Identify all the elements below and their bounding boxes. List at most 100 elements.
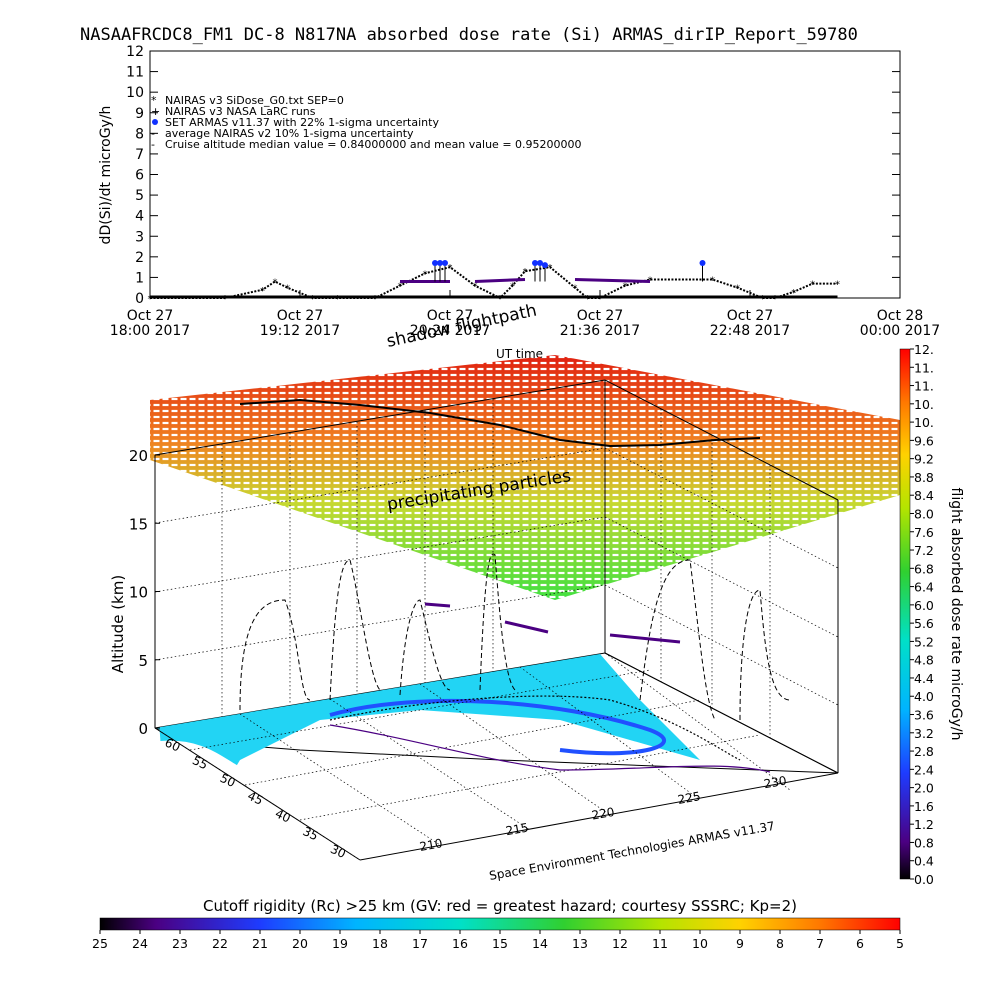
latitude-tick-label: 55: [190, 753, 210, 772]
dose-rate-colorbar-ticks: 0.0 0.4 0.8 1.2 1.6 2.0 2.4 2.8 3.2 3.6 4.0 4.4 4.8 5…: [910, 342, 934, 887]
cutoff-rigidity-tick-label: 23: [172, 936, 188, 951]
ts-point-nairas-v3: *: [791, 288, 796, 299]
altitude-axis-label: Altitude (km): [109, 575, 127, 673]
altitude-grid-lines: [154, 399, 839, 738]
dose-rate-colorbar-tick-label: 10.: [914, 415, 934, 430]
ts-y-tick-label: 7: [135, 147, 144, 163]
cutoff-rigidity-tick-label: 7: [816, 936, 824, 951]
latitude-tick-label: 50: [218, 771, 238, 790]
cutoff-rigidity-tick-label: 10: [692, 936, 708, 951]
dose-rate-colorbar-tick-label: 4.8: [914, 653, 934, 668]
dose-rate-colorbar-tick-label: 4.4: [914, 671, 934, 686]
ts-legend-entry: SET ARMAS v11.37 with 22% 1-sigma uncert…: [165, 116, 439, 129]
dose-rate-colorbar-tick-label: 3.2: [914, 726, 934, 741]
ts-point-armas: [442, 260, 448, 267]
ts-y-tick-label: 11: [126, 65, 144, 81]
ts-legend-symbol: -: [151, 127, 155, 140]
latitude-tick-label: 45: [245, 789, 265, 808]
ts-legend-entry: average NAIRAS v2 10% 1-sigma uncertaint…: [165, 127, 414, 140]
dose-rate-colorbar-tick-label: 12.: [914, 342, 934, 357]
cutoff-rigidity-tick-label: 20: [292, 936, 308, 951]
ts-y-tick-label: 5: [135, 188, 144, 204]
cutoff-rigidity-tick-label: 17: [412, 936, 428, 951]
dose-rate-colorbar-tick-label: 1.6: [914, 799, 934, 814]
latitude-tick-label: 35: [301, 824, 321, 843]
flight-altitude-traces: [239, 553, 791, 721]
ts-series-nairas-v2-avg: [574, 277, 651, 284]
dose-rate-colorbar-tick-label: 9.6: [914, 433, 934, 448]
altitude-tick-label: 0: [138, 720, 148, 738]
cutoff-rigidity-tick-label: 22: [212, 936, 228, 951]
ts-plot-frame: [149, 50, 901, 299]
dose-rate-colorbar-tick-label: 9.2: [914, 452, 934, 467]
longitude-tick-label: 225: [677, 789, 702, 807]
altitude-tick-label: 20: [129, 447, 148, 465]
ts-point-nairas-v3: *: [623, 282, 628, 293]
ts-point-armas: [532, 260, 538, 267]
dose-rate-colorbar-tick-label: 6.8: [914, 561, 934, 576]
latitude-tick-label: 30: [328, 842, 348, 861]
ts-point-nairas-v3: *: [548, 263, 553, 274]
dose-rate-colorbar-tick-label: 5.6: [914, 616, 934, 631]
longitude-tick-label: 215: [505, 820, 530, 838]
cutoff-rigidity-tick-label: 5: [896, 936, 904, 951]
ts-y-tick-label: 9: [135, 106, 144, 122]
cutoff-rigidity-ticks: 25 24 23 22 21 20 19 18 17 16 15 14 13 12 11 10 9 8 7 6 5: [92, 930, 904, 951]
ts-point-nairas-v3: *: [373, 294, 378, 305]
ts-point-nairas-v3: *: [510, 282, 515, 293]
ts-point-nairas-v3: *: [498, 294, 503, 305]
ts-point-armas: [542, 262, 548, 269]
ground-track: [329, 695, 771, 773]
ts-point-nairas-v3: *: [398, 282, 403, 293]
cutoff-rigidity-tick-label: 19: [332, 936, 348, 951]
dose-rate-colorbar: 0.0 0.4 0.8 1.2 1.6 2.0 2.4 2.8 3.2 3.6 4.0 4.4 4.8 5…: [899, 342, 964, 887]
cutoff-rigidity-tick-label: 24: [132, 936, 148, 951]
ts-point-nairas-v3: *: [448, 263, 453, 274]
ts-point-nairas-v3: *: [810, 280, 815, 291]
dose-rate-colorbar-tick-label: 4.0: [914, 689, 934, 704]
dose-rate-colorbar-tick-label: 11.: [914, 360, 934, 375]
ts-legend-entry: NAIRAS v3 NASA LaRC runs: [165, 105, 316, 118]
dose-rate-colorbar-label: flight absorbed dose rate microGy/h: [948, 488, 964, 741]
ts-point-armas: [432, 260, 438, 267]
ts-point-nairas-v3: *: [273, 278, 278, 289]
ts-point-nairas-v3: *: [423, 269, 428, 280]
base-map: [154, 652, 839, 774]
ts-y-axis-label: dD(Si)/dt microGy/h: [98, 106, 114, 245]
dose-rate-colorbar-tick-label: 0.0: [914, 872, 934, 887]
cutoff-rigidity-tick-label: 25: [92, 936, 108, 951]
dose-rate-colorbar-tick-label: 5.2: [914, 634, 934, 649]
ts-legend-entry: Cruise altitude median value = 0.8400000…: [165, 138, 582, 151]
flight-dose-segments: [424, 602, 681, 644]
ts-point-nairas-v3: *: [573, 284, 578, 295]
ts-y-tick-label: 8: [135, 126, 144, 142]
cutoff-rigidity-tick-label: 8: [776, 936, 784, 951]
longitude-tick-label: 220: [591, 805, 616, 823]
longitude-tick-label: 230: [763, 773, 788, 791]
ts-series-nairas-v2-avg: [474, 277, 526, 284]
dose-rate-colorbar-tick-label: 3.6: [914, 708, 934, 723]
latitude-axis: 60 55 50 45 40 35 30: [163, 735, 348, 861]
ts-y-tick-label: 4: [135, 209, 144, 225]
latitude-tick-label: 40: [273, 806, 293, 825]
latitude-tick-label: 60: [163, 735, 183, 754]
ts-y-tick-label: 10: [126, 85, 144, 101]
ts-x-tick-label-time: 19:12 2017: [260, 323, 340, 339]
ts-x-tick-label-day: Oct 27: [577, 308, 623, 324]
ts-point-nairas-v3: *: [148, 294, 153, 305]
shadow-flightpath-line: [239, 398, 761, 448]
ts-y-tick-label: 1: [135, 270, 144, 286]
ts-y-tick-label: 3: [135, 229, 144, 245]
ts-point-nairas-v3: *: [585, 294, 590, 305]
page-title: NASAAFRCDC8_FM1 DC-8 N817NA absorbed dos…: [80, 25, 858, 45]
dose-rate-colorbar-tick-label: 6.0: [914, 598, 934, 613]
ts-point-nairas-v3: *: [598, 294, 603, 305]
cutoff-rigidity-gradient: [99, 917, 901, 931]
cutoff-rigidity-tick-label: 15: [492, 936, 508, 951]
altitude-axis: 0 5 10 15 20: [129, 447, 160, 738]
ts-point-nairas-v3: *: [835, 280, 840, 291]
ts-series-layer: ****************************: [148, 260, 840, 305]
annotation-ut-time: UT time: [496, 347, 543, 361]
